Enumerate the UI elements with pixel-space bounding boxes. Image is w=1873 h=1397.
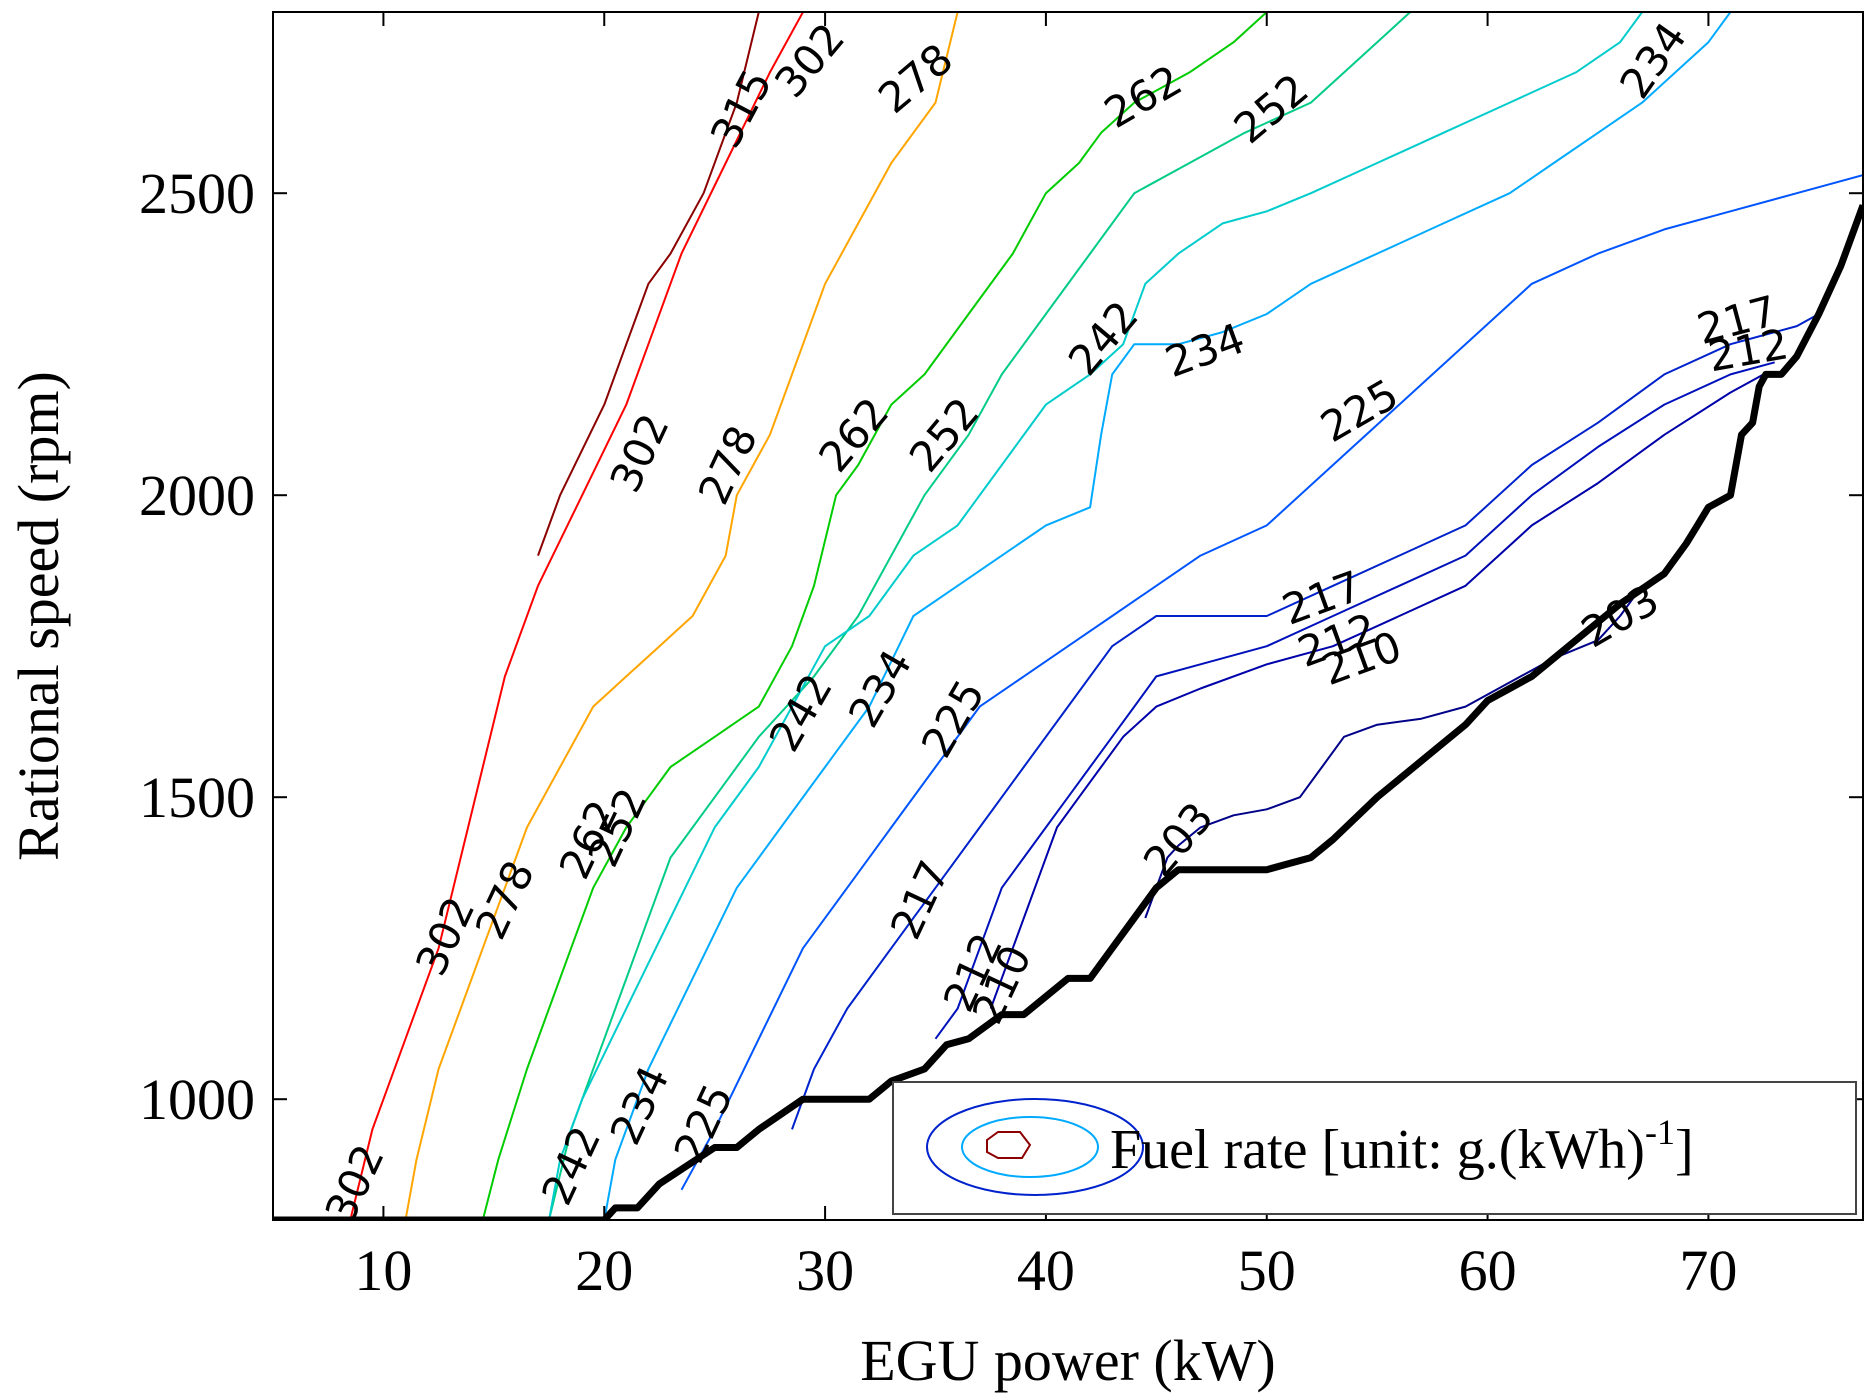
boundary-curve (273, 204, 1863, 1220)
plot-area (273, 12, 1863, 1220)
legend-box (892, 1081, 1857, 1215)
axis-ticks: 10 20 30 40 50 60 70 1000 1500 2000 2500 (139, 12, 1863, 1303)
contour-lines (349, 12, 1863, 1220)
contour-line-210 (989, 373, 1765, 1009)
contour-line-234 (603, 12, 1753, 1220)
contour-line-242 (548, 12, 1644, 1220)
x-tick-label: 60 (1459, 1238, 1517, 1303)
plot-frame (272, 11, 1864, 1221)
x-tick-label: 20 (575, 1238, 633, 1303)
y-tick-label: 2500 (139, 161, 255, 226)
contour-line-217 (791, 313, 1820, 1130)
y-tick-label: 1000 (139, 1067, 255, 1132)
y-axis-title: Rational speed (rpm) (6, 371, 71, 861)
legend-label: Fuel rate [unit: g.(kWh)-1] (1110, 1112, 1694, 1181)
x-tick-label: 30 (796, 1238, 854, 1303)
contour-line-212 (934, 361, 1775, 1040)
contour-line-315 (537, 12, 760, 556)
x-tick-label: 70 (1679, 1238, 1737, 1303)
legend-contour-icon (926, 1098, 1144, 1196)
contour-line-302 (349, 12, 804, 1220)
boundary-line (273, 204, 1863, 1220)
contour-line-262 (481, 12, 1289, 1220)
y-tick-label: 2000 (139, 463, 255, 528)
x-tick-label: 50 (1238, 1238, 1296, 1303)
x-tick-label: 40 (1017, 1238, 1075, 1303)
legend: Fuel rate [unit: g.(kWh)-1] (892, 1081, 1857, 1215)
contour-line-225 (680, 174, 1863, 1191)
contour-line-278 (404, 12, 959, 1220)
y-tick-label: 1500 (139, 765, 255, 830)
x-tick-label: 10 (354, 1238, 412, 1303)
contour-line-252 (548, 12, 1411, 1220)
x-axis-title: EGU power (kW) (860, 1328, 1276, 1393)
